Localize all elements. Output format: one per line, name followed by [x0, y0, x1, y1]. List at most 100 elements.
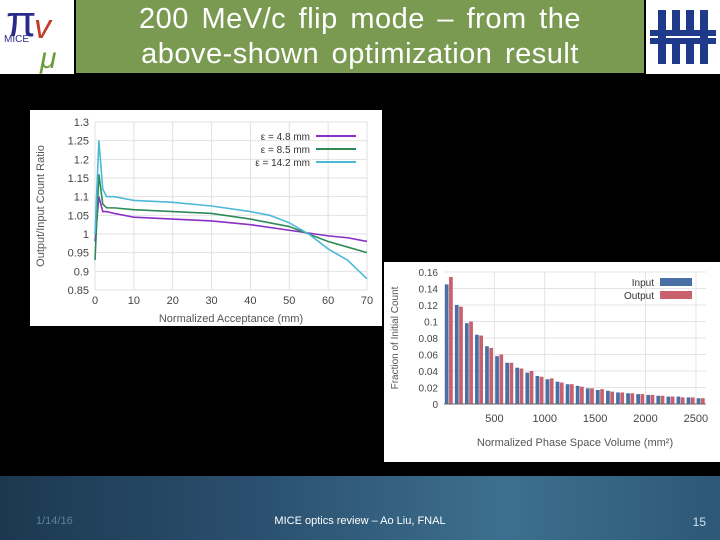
footer-bar: [0, 476, 720, 540]
y-tick-label: 0: [432, 400, 438, 411]
histogram-bar: [545, 379, 550, 404]
x-tick-label: 30: [205, 295, 217, 307]
histogram-bar: [666, 396, 671, 404]
histogram-bar: [525, 372, 530, 404]
histogram-bar: [640, 394, 645, 404]
histogram-bar: [610, 391, 615, 404]
y-tick-label: 0.02: [419, 384, 439, 395]
acceptance-ratio-chart: 0.85 0.9 0.95 1 1.05 1.1 1.15 1.2 1.25 1.3 0 10 20 30…: [30, 110, 382, 326]
y-tick-label: 0.14: [419, 285, 439, 296]
histogram-bar: [479, 335, 484, 404]
histogram-bar: [606, 390, 610, 404]
svg-text:π: π: [6, 0, 36, 46]
histogram-bar: [459, 306, 463, 404]
histogram-bar: [464, 323, 469, 404]
svg-text:μ: μ: [39, 42, 56, 74]
histogram-bar: [519, 368, 524, 404]
histogram-bar: [505, 362, 509, 404]
histogram-bar: [590, 388, 594, 404]
x-tick-label: 20: [167, 295, 179, 307]
histogram-bar: [449, 276, 453, 404]
histogram-bar: [616, 392, 620, 404]
y-axis-label: Fraction of Initial Count: [390, 286, 401, 389]
histogram-bar: [555, 381, 560, 404]
legend-label: Output: [624, 291, 654, 302]
x-tick-label: 10: [128, 295, 140, 307]
histogram-bar: [485, 346, 489, 404]
slide-title: 200 MeV/c flip mode – from the above-sho…: [76, 2, 644, 72]
y-tick-label: 0.1: [424, 318, 438, 329]
histogram-bar: [475, 334, 479, 404]
y-tick-label: 0.08: [419, 334, 439, 345]
y-tick-label: 0.12: [419, 301, 439, 312]
legend-label: Input: [632, 278, 654, 289]
histogram-bar: [690, 397, 695, 404]
phase-space-histogram-svg: 0 0.02 0.04 0.06 0.08 0.1 0.12 0.14 0.16 500 1000 1…: [390, 268, 708, 449]
mice-logo-icon: π v μ MICE: [0, 0, 74, 75]
histogram-bar: [585, 388, 590, 404]
svg-text:v: v: [34, 8, 53, 46]
fermilab-logo-graphic: [650, 10, 716, 64]
histogram-bar: [630, 393, 635, 404]
x-tick-label: 2500: [684, 413, 708, 425]
slide-title-line-1: 200 MeV/c flip mode – from the: [139, 3, 581, 35]
y-tick-label: 1.25: [68, 136, 89, 148]
footer-title: MICE optics review – Ao Liu, FNAL: [274, 515, 446, 527]
x-axis-label: Normalized Phase Space Volume (mm²): [477, 437, 673, 449]
histogram-bar: [656, 395, 661, 404]
x-axis-label: Normalized Acceptance (mm): [159, 313, 303, 325]
histogram-bar: [700, 398, 705, 404]
legend-swatch: [660, 291, 692, 299]
histogram-bar: [549, 378, 554, 404]
histogram-bar: [499, 354, 504, 404]
histogram-bar: [559, 382, 564, 404]
histogram-bar: [469, 321, 473, 404]
histogram-bar: [686, 397, 691, 404]
acceptance-ratio-chart-svg: 0.85 0.9 0.95 1 1.05 1.1 1.15 1.2 1.25 1.3 0 10 20 30…: [35, 117, 373, 325]
histogram-bar: [454, 305, 459, 404]
histogram-bar: [636, 394, 640, 404]
y-tick-label: 0.06: [419, 351, 439, 362]
histogram-bar: [626, 393, 630, 404]
histogram-bar: [660, 395, 665, 404]
title-bar: [76, 0, 644, 73]
series-line: [94, 196, 368, 243]
histogram-bar: [495, 356, 499, 404]
histogram-bar: [509, 362, 514, 404]
legend-swatch: [660, 278, 692, 286]
series-line: [94, 140, 368, 280]
fermilab-logo-icon: [646, 0, 720, 74]
x-tick-label: 1500: [583, 413, 607, 425]
x-tick-label: 70: [361, 295, 373, 307]
slide-number: 15: [692, 515, 706, 529]
legend-label: ε = 14.2 mm: [255, 158, 310, 169]
histogram-bar: [489, 347, 494, 404]
histogram-bar: [600, 389, 604, 404]
histogram-bar: [646, 394, 651, 404]
footer-date: 1/14/16: [36, 515, 73, 527]
series-line: [94, 174, 368, 261]
y-tick-label: 1.1: [74, 192, 89, 204]
y-axis-label: Output/Input Count Ratio: [35, 145, 47, 267]
histogram-bar: [535, 375, 540, 404]
histogram-bar: [515, 367, 520, 404]
histogram-bar: [444, 284, 449, 404]
histogram-bar: [575, 385, 580, 404]
histogram-bar: [696, 398, 701, 404]
histogram-bar: [620, 392, 625, 404]
y-tick-label: 0.04: [419, 367, 439, 378]
histogram-bar: [580, 386, 584, 404]
mice-logo-graphic: π v μ MICE: [4, 0, 56, 75]
x-tick-label: 1000: [533, 413, 557, 425]
y-tick-label: 1.05: [68, 210, 89, 222]
x-tick-label: 60: [322, 295, 334, 307]
histogram-bar: [676, 396, 681, 404]
y-tick-label: 0.16: [419, 268, 439, 279]
legend-label: ε = 8.5 mm: [261, 145, 310, 156]
y-tick-label: 1: [83, 229, 89, 241]
x-tick-label: 50: [283, 295, 295, 307]
y-tick-label: 1.3: [74, 117, 89, 129]
y-tick-label: 0.85: [68, 285, 89, 297]
histogram-bar: [670, 396, 675, 404]
